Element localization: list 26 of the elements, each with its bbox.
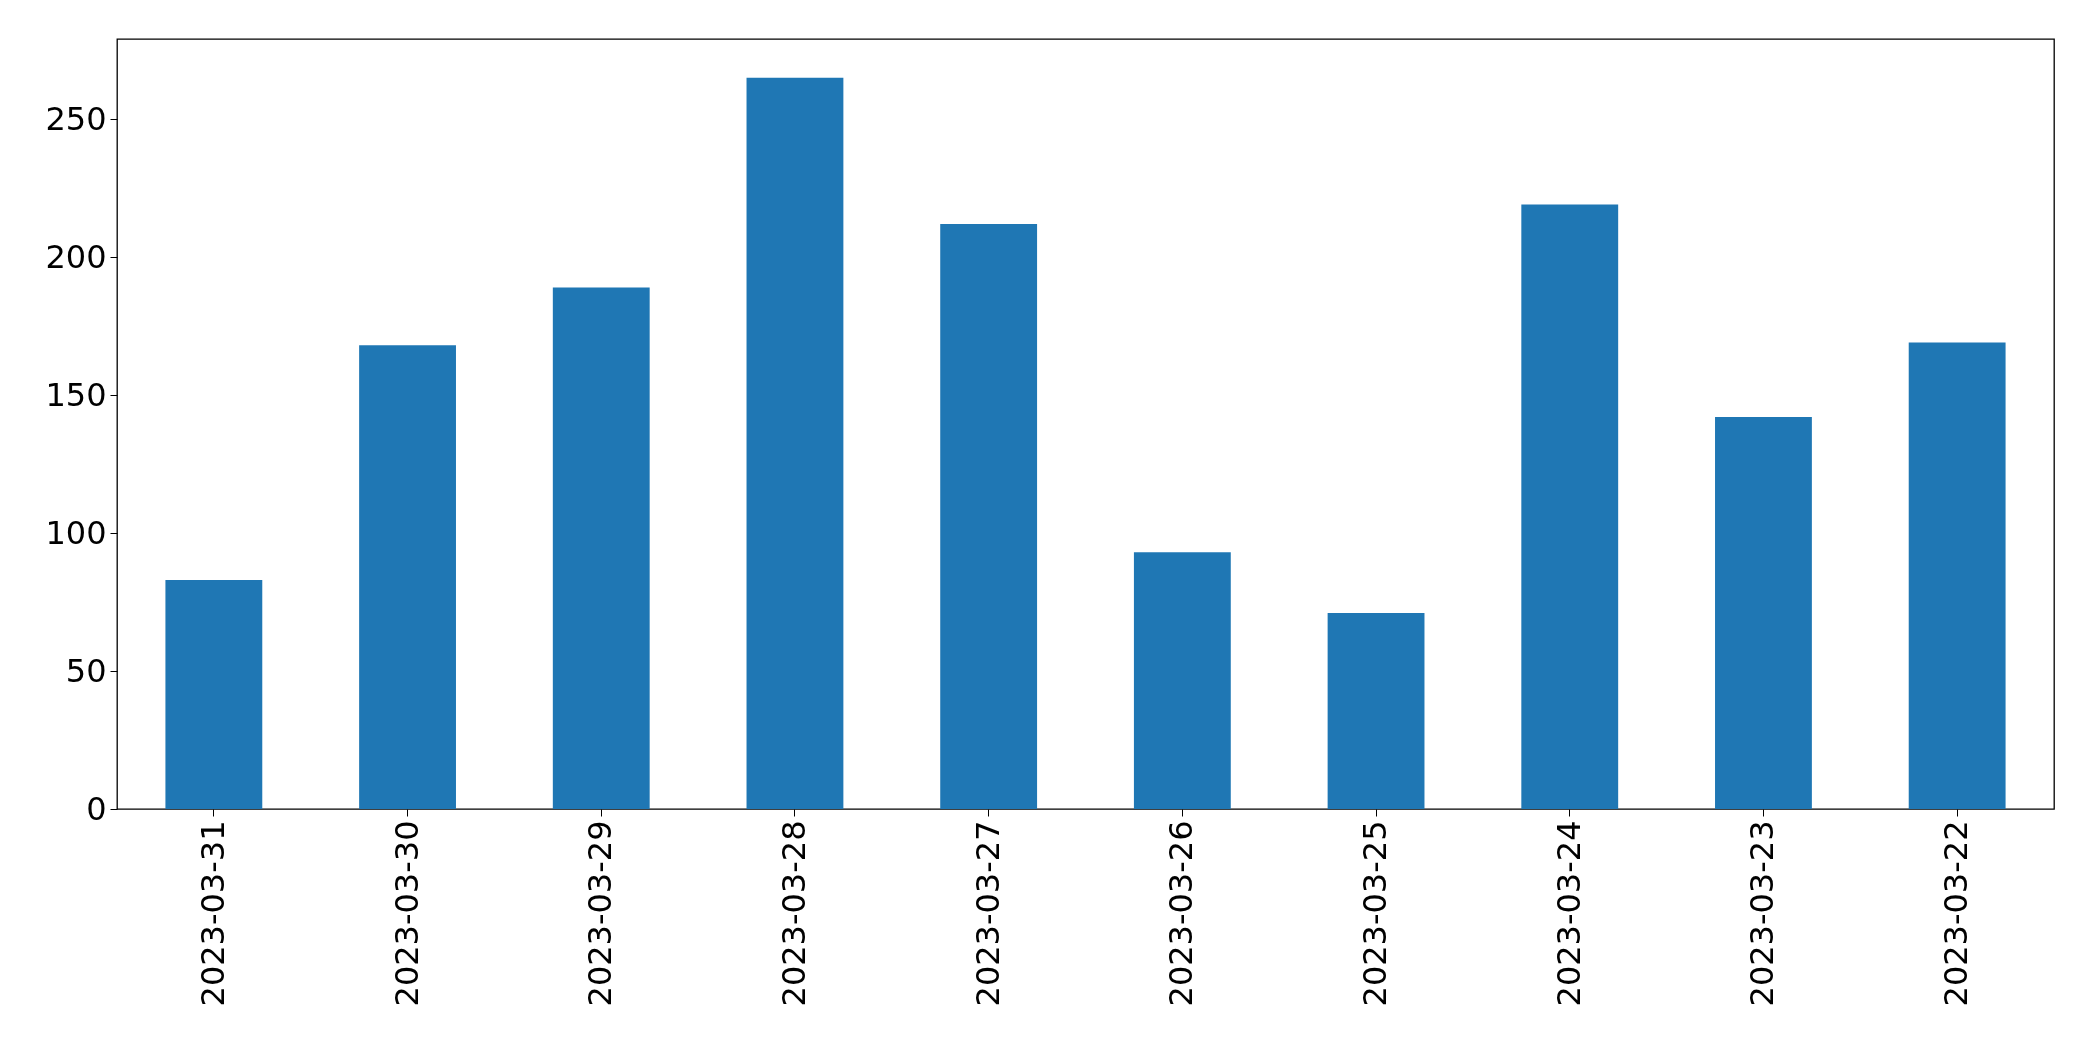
x-tick-label: 2023-03-22 — [1937, 820, 1976, 1007]
y-tick-label: 150 — [45, 375, 107, 414]
x-tick-label: 2023-03-25 — [1356, 820, 1395, 1007]
x-tick-label: 2023-03-24 — [1549, 820, 1588, 1007]
x-tick-label: 2023-03-26 — [1162, 820, 1201, 1007]
bar — [552, 287, 650, 809]
bar — [1133, 552, 1231, 809]
x-tick-label: 2023-03-29 — [581, 820, 620, 1007]
bar — [940, 223, 1038, 809]
x-tick-label: 2023-03-28 — [774, 820, 813, 1007]
bar — [746, 77, 844, 809]
bar — [1908, 342, 2006, 809]
y-tick-label: 250 — [45, 99, 107, 138]
x-tick-label: 2023-03-30 — [387, 820, 426, 1007]
bar — [165, 579, 263, 809]
x-tick-label: 2023-03-27 — [968, 820, 1007, 1007]
bar — [359, 345, 456, 809]
y-tick-label: 0 — [86, 789, 107, 828]
y-tick-label: 50 — [65, 651, 107, 690]
y-tick-label: 200 — [45, 237, 107, 276]
bar — [1715, 417, 1812, 809]
x-tick-label: 2023-03-31 — [193, 820, 232, 1007]
y-tick-label: 100 — [45, 513, 107, 552]
bar — [1521, 204, 1619, 809]
x-tick-label: 2023-03-23 — [1743, 820, 1782, 1007]
bar — [1327, 613, 1425, 809]
